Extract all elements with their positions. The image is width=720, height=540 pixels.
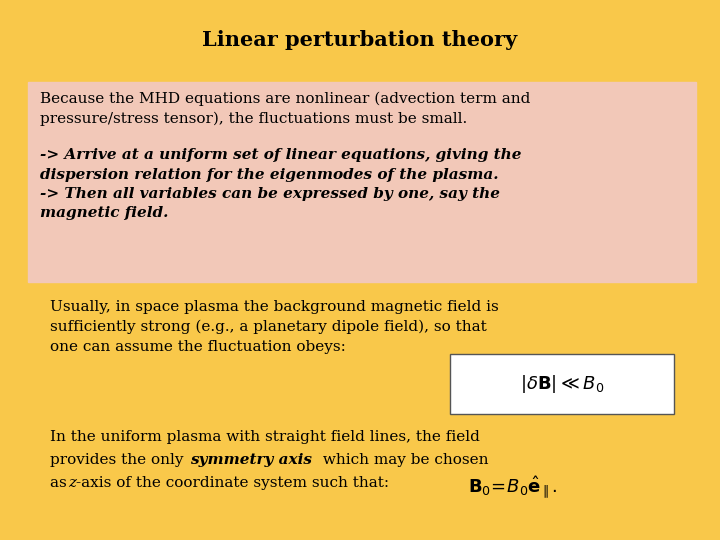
Text: Usually, in space plasma the background magnetic field is
sufficiently strong (e: Usually, in space plasma the background …	[50, 300, 499, 354]
Text: provides the only: provides the only	[50, 453, 189, 467]
Text: $|\delta\mathbf{B}| \ll B_0$: $|\delta\mathbf{B}| \ll B_0$	[520, 373, 604, 395]
Text: as: as	[50, 476, 71, 490]
Text: symmetry axis: symmetry axis	[190, 453, 312, 467]
Text: -axis of the coordinate system such that:: -axis of the coordinate system such that…	[76, 476, 389, 490]
Text: Because the MHD equations are nonlinear (advection term and
pressure/stress tens: Because the MHD equations are nonlinear …	[40, 92, 531, 126]
Text: -> Arrive at a uniform set of linear equations, giving the
dispersion relation f: -> Arrive at a uniform set of linear equ…	[40, 148, 521, 220]
Text: Linear perturbation theory: Linear perturbation theory	[202, 30, 518, 50]
FancyBboxPatch shape	[450, 354, 674, 414]
Text: z: z	[68, 476, 76, 490]
FancyBboxPatch shape	[28, 82, 696, 282]
Text: which may be chosen: which may be chosen	[318, 453, 488, 467]
Text: In the uniform plasma with straight field lines, the field: In the uniform plasma with straight fiel…	[50, 430, 480, 444]
Text: $\mathbf{B}_0\!=\!B_0\hat{\mathbf{e}}_{\parallel}.$: $\mathbf{B}_0\!=\!B_0\hat{\mathbf{e}}_{\…	[468, 474, 557, 501]
